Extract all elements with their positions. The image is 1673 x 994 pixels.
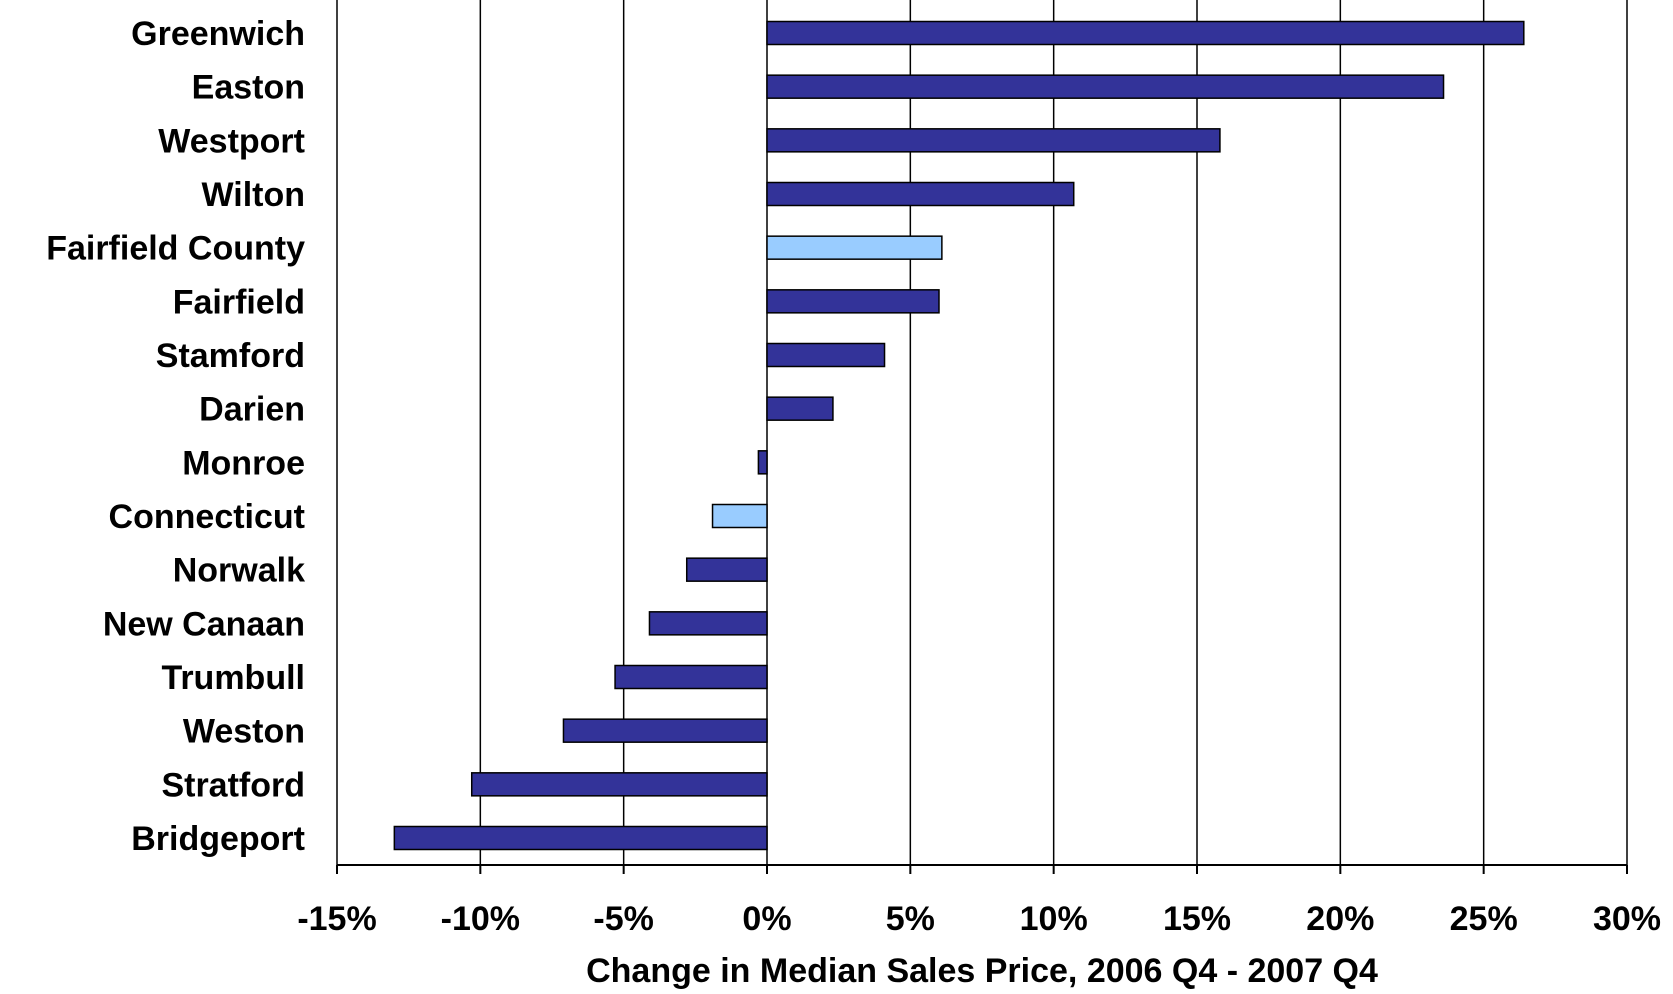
- category-label: Darien: [199, 391, 305, 429]
- plot-area: [336, 0, 1628, 874]
- bar-stamford: [766, 342, 886, 368]
- bar-new-canaan: [648, 611, 768, 636]
- bars: [393, 20, 1525, 851]
- bar-wilton: [766, 181, 1075, 207]
- category-label: New Canaan: [103, 605, 305, 643]
- category-label: Monroe: [182, 444, 305, 482]
- x-tick-label: -5%: [593, 900, 653, 938]
- bar-connecticut: [711, 503, 768, 529]
- x-tick-label: 15%: [1163, 900, 1231, 938]
- bar-darien: [766, 396, 834, 421]
- category-label: Fairfield County: [46, 230, 305, 268]
- bar-norwalk: [685, 557, 768, 582]
- category-label: Norwalk: [173, 552, 305, 590]
- bar-easton: [766, 74, 1445, 99]
- bar-stratford: [470, 772, 768, 797]
- bar-fairfield-county: [766, 235, 943, 260]
- bar-trumbull: [614, 664, 768, 690]
- x-tick-label: 10%: [1020, 900, 1088, 938]
- bar-fairfield: [766, 289, 940, 314]
- bar-weston: [562, 718, 768, 743]
- category-label: Weston: [183, 713, 305, 751]
- x-ticks: [336, 865, 1628, 874]
- x-tick-label: 30%: [1593, 900, 1661, 938]
- category-label: Westport: [158, 122, 305, 160]
- category-labels: Greenwich Easton Westport Wilton Fairfield C…: [46, 15, 305, 858]
- category-label: Connecticut: [109, 498, 305, 536]
- x-tick-label: 0%: [742, 900, 791, 938]
- x-tick-label: 5%: [886, 900, 935, 938]
- bar-westport: [766, 128, 1221, 153]
- bar-monroe: [757, 450, 768, 475]
- category-label: Greenwich: [131, 15, 305, 53]
- category-label: Easton: [192, 69, 305, 107]
- x-tick-label: 25%: [1450, 900, 1518, 938]
- category-label: Fairfield: [173, 283, 305, 321]
- bar-greenwich: [766, 20, 1525, 46]
- category-label: Bridgeport: [131, 820, 305, 858]
- x-tick-label: 20%: [1306, 900, 1374, 938]
- category-label: Stratford: [161, 766, 305, 804]
- bar-bridgeport: [393, 825, 768, 851]
- x-tick-label: -10%: [441, 900, 520, 938]
- x-tick-labels: -15% -10% -5% 0% 5% 10% 15% 20% 25% 30%: [297, 900, 1661, 938]
- x-axis-title: Change in Median Sales Price, 2006 Q4 - …: [586, 952, 1378, 990]
- category-label: Trumbull: [161, 659, 305, 697]
- x-tick-label: -15%: [297, 900, 376, 938]
- category-label: Stamford: [156, 337, 305, 375]
- category-label: Wilton: [201, 176, 305, 214]
